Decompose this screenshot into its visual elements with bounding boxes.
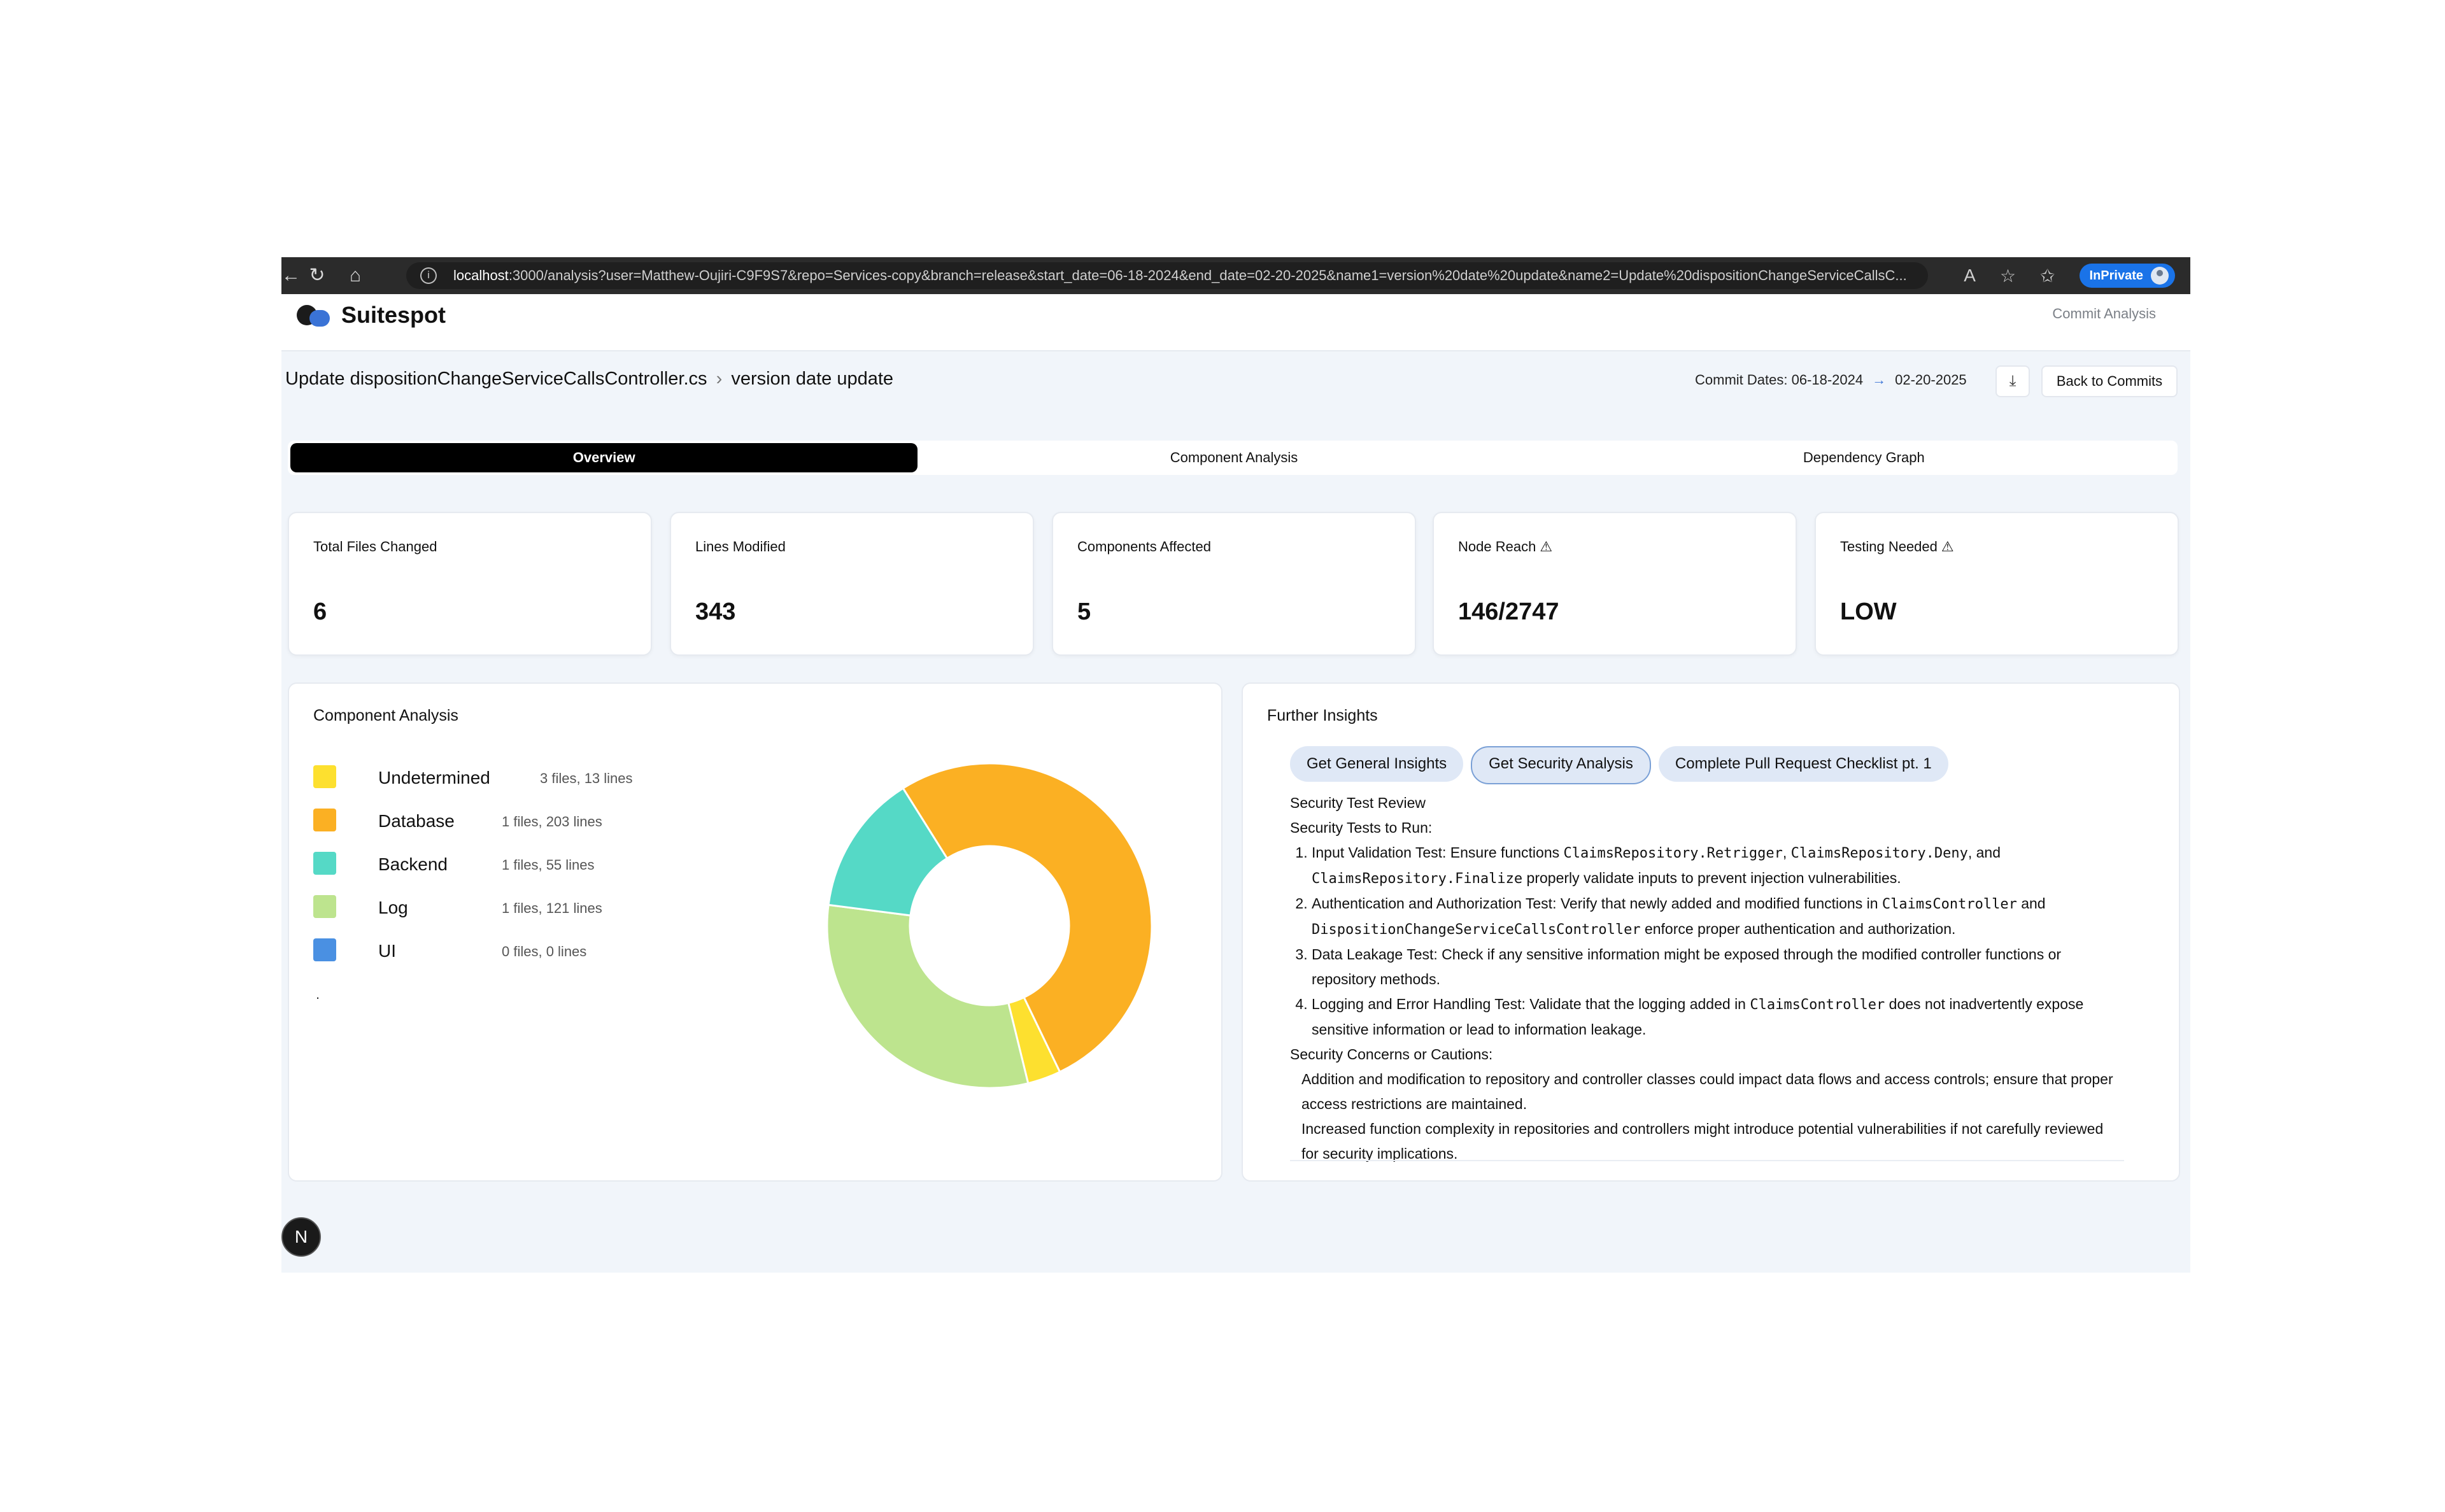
tab-dependency-graph[interactable]: Dependency Graph bbox=[1803, 449, 1925, 465]
legend-swatch bbox=[313, 809, 336, 831]
tab-overview[interactable]: Overview bbox=[290, 443, 918, 472]
legend-label: Undetermined bbox=[378, 768, 490, 788]
arrow-right-icon: → bbox=[1872, 372, 1887, 388]
profile-avatar-icon bbox=[2151, 267, 2169, 285]
list-item: Logging and Error Handling Test: Validat… bbox=[1312, 992, 2124, 1042]
address-bar[interactable]: i localhost:3000/analysis?user=Matthew-O… bbox=[406, 262, 1928, 289]
download-button[interactable]: ⤓ bbox=[1995, 365, 2030, 397]
legend-swatch bbox=[313, 938, 336, 961]
app-name: Suitespot bbox=[341, 302, 446, 328]
stat-card-testing: Testing Needed ⚠ LOW bbox=[1815, 512, 2179, 656]
legend-meta: 1 files, 121 lines bbox=[502, 900, 602, 916]
divider bbox=[1290, 1160, 2124, 1161]
home-icon[interactable]: ⌂ bbox=[349, 265, 362, 286]
url-text[interactable]: localhost:3000/analysis?user=Matthew-Ouj… bbox=[453, 267, 1907, 283]
stat-value: 146/2747 bbox=[1458, 598, 1559, 625]
legend-swatch bbox=[313, 895, 336, 918]
legend-meta: 3 files, 13 lines bbox=[540, 770, 633, 786]
legend-swatch bbox=[313, 852, 336, 875]
download-icon: ⤓ bbox=[2009, 372, 2016, 390]
read-aloud-icon[interactable]: A bbox=[1964, 265, 1976, 285]
commit-title-2: version date update bbox=[731, 369, 894, 389]
list-item: Data Leakage Test: Check if any sensitiv… bbox=[1312, 942, 2124, 992]
panel-title: Further Insights bbox=[1267, 707, 1378, 724]
stat-label: Components Affected bbox=[1077, 539, 1211, 555]
list-item: Input Validation Test: Ensure functions … bbox=[1312, 840, 2124, 891]
breadcrumb: Update dispositionChangeServiceCallsCont… bbox=[285, 369, 893, 390]
stray-dot: . bbox=[316, 986, 320, 1002]
stat-card-components: Components Affected 5 bbox=[1052, 512, 1416, 656]
general-insights-button[interactable]: Get General Insights bbox=[1290, 746, 1464, 782]
concern-item: Addition and modification to repository … bbox=[1301, 1071, 2113, 1112]
favorites-icon[interactable]: ✩ bbox=[2040, 265, 2055, 286]
legend-label: Database bbox=[378, 811, 455, 831]
favorite-star-icon[interactable]: ☆ bbox=[1999, 265, 2016, 286]
refresh-icon[interactable]: ↻ bbox=[309, 265, 325, 286]
warning-icon[interactable]: ⚠ bbox=[1941, 539, 1954, 555]
legend-meta: 1 files, 55 lines bbox=[502, 857, 595, 873]
commit-title-1: Update dispositionChangeServiceCallsCont… bbox=[285, 369, 707, 389]
section-heading: Security Test Review bbox=[1290, 795, 1426, 811]
stat-value: 343 bbox=[695, 598, 736, 625]
panel-title: Component Analysis bbox=[313, 707, 458, 724]
list-item: Authentication and Authorization Test: V… bbox=[1312, 891, 2124, 942]
inprivate-badge[interactable]: InPrivate bbox=[2079, 264, 2175, 288]
security-tests-list: Input Validation Test: Ensure functions … bbox=[1290, 840, 2124, 1042]
stat-card-node-reach: Node Reach ⚠ 146/2747 bbox=[1433, 512, 1797, 656]
further-insights-panel: Further Insights Get General Insights Ge… bbox=[1242, 682, 2180, 1182]
security-analysis-button[interactable]: Get Security Analysis bbox=[1471, 746, 1651, 784]
stat-card-files: Total Files Changed 6 bbox=[288, 512, 652, 656]
stat-label: Lines Modified bbox=[695, 539, 786, 555]
legend-label: Log bbox=[378, 898, 408, 917]
tab-bar: Overview Component Analysis Dependency G… bbox=[288, 441, 2178, 475]
donut-chart bbox=[826, 762, 1153, 1089]
commit-analysis-link[interactable]: Commit Analysis bbox=[2052, 306, 2156, 321]
legend-meta: 0 files, 0 lines bbox=[502, 943, 587, 959]
breadcrumb-separator: › bbox=[716, 369, 723, 389]
browser-toolbar: ← ↻ ⌂ i localhost:3000/analysis?user=Mat… bbox=[281, 257, 2190, 294]
site-info-icon[interactable]: i bbox=[420, 267, 437, 284]
stat-label: Node Reach ⚠ bbox=[1458, 539, 1553, 555]
legend-meta: 1 files, 203 lines bbox=[502, 814, 602, 830]
donut-slice-backend[interactable] bbox=[827, 787, 949, 917]
component-analysis-panel: Component Analysis Undetermined 3 files,… bbox=[288, 682, 1222, 1182]
stat-value: 6 bbox=[313, 598, 327, 625]
back-to-commits-button[interactable]: Back to Commits bbox=[2041, 365, 2178, 397]
app-header: Suitespot Commit Analysis bbox=[281, 294, 2190, 351]
section-heading: Security Tests to Run: bbox=[1290, 819, 1433, 836]
stat-card-lines: Lines Modified 343 bbox=[670, 512, 1034, 656]
back-arrow-icon[interactable]: ← bbox=[281, 265, 301, 286]
insight-buttons: Get General Insights Get Security Analys… bbox=[1290, 746, 1948, 784]
logo-icon bbox=[297, 302, 332, 328]
legend-swatch bbox=[313, 765, 336, 788]
pr-checklist-button[interactable]: Complete Pull Request Checklist pt. 1 bbox=[1658, 746, 1948, 782]
stat-value: 5 bbox=[1077, 598, 1091, 625]
app-frame: ← ↻ ⌂ i localhost:3000/analysis?user=Mat… bbox=[281, 257, 2190, 1273]
stat-label: Total Files Changed bbox=[313, 539, 437, 555]
stat-value: LOW bbox=[1840, 598, 1897, 625]
stat-label: Testing Needed ⚠ bbox=[1840, 539, 1954, 555]
section-heading: Security Concerns or Cautions: bbox=[1290, 1046, 1493, 1063]
warning-icon[interactable]: ⚠ bbox=[1540, 539, 1553, 555]
donut-slice-database[interactable] bbox=[902, 762, 1153, 1073]
tab-component-analysis[interactable]: Component Analysis bbox=[1170, 449, 1298, 465]
legend-label: Backend bbox=[378, 854, 448, 874]
concern-item: Increased function complexity in reposit… bbox=[1301, 1120, 2104, 1162]
commit-dates: Commit Dates: 06-18-2024 → 02-20-2025 bbox=[1695, 372, 1967, 388]
legend-label: UI bbox=[378, 941, 396, 961]
app-logo[interactable]: Suitespot bbox=[297, 302, 446, 329]
donut-slice-log[interactable] bbox=[826, 903, 1030, 1089]
insights-content: Security Test Review Security Tests to R… bbox=[1290, 791, 2124, 1166]
next-dev-badge[interactable]: N bbox=[281, 1217, 321, 1257]
